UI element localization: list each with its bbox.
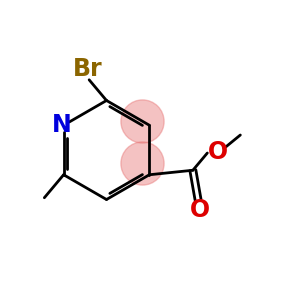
Text: N: N: [52, 113, 72, 137]
Circle shape: [121, 142, 164, 185]
Text: O: O: [190, 198, 210, 222]
Text: Br: Br: [73, 57, 103, 81]
Circle shape: [121, 100, 164, 143]
Text: O: O: [208, 140, 229, 164]
